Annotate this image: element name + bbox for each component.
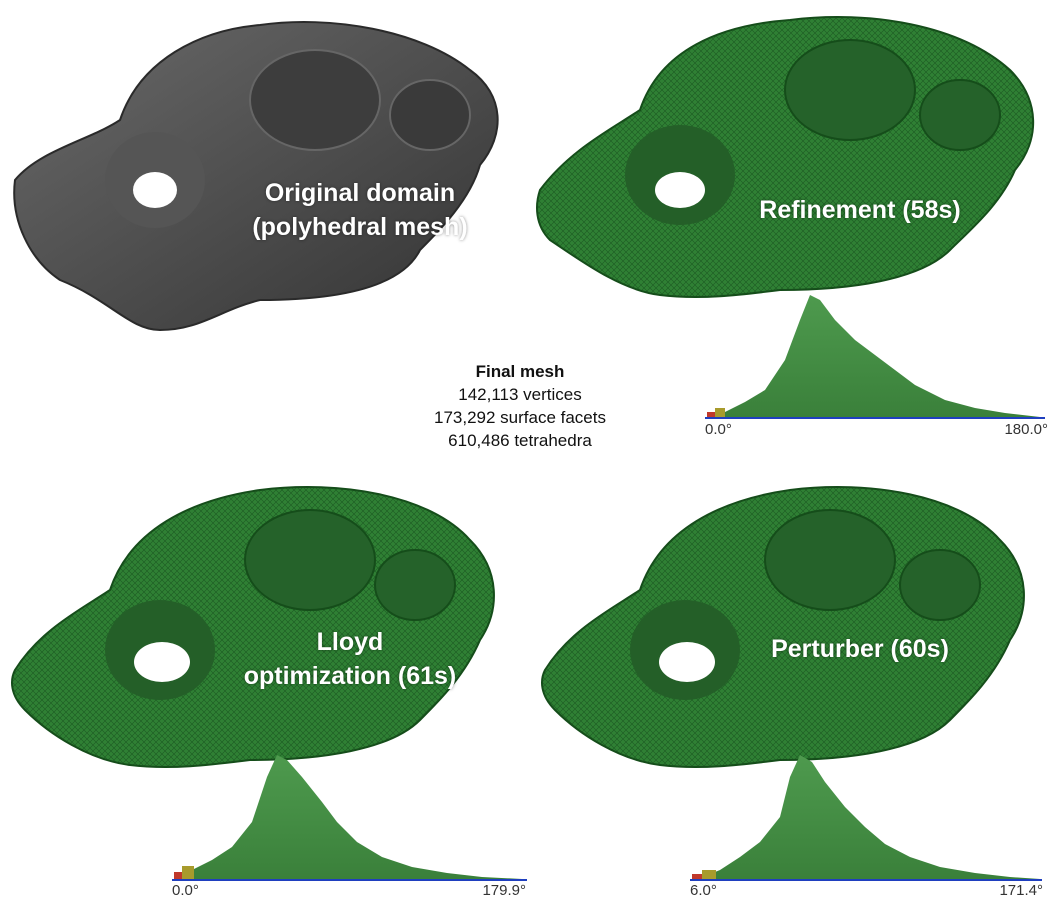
original-label-line-1: Original domain [264,179,456,207]
lloyd-hist-min: 0.0° [172,882,199,899]
perturber-label: Perturber (60s) [750,632,970,666]
original-label-line-2: (polyhedral mesh) [252,213,468,241]
refinement-histogram-low-bin [707,412,715,418]
refinement-hist-max: 180.0° [1004,421,1048,438]
lloyd-histogram-low-bin [174,872,182,880]
perturber-histogram-mid-bin [702,870,716,880]
perturber-histogram: 6.0° 171.4° [690,752,1045,902]
perturber-hist-min: 6.0° [690,882,717,899]
lloyd-histogram-mid-bin [182,866,194,880]
original-part-render [13,21,499,332]
lloyd-label-line-2: optimization (61s) [243,662,457,690]
refinement-histogram: 0.0° 180.0° [705,290,1050,440]
final-mesh-vertices: 142,113 vertices [458,385,582,404]
lloyd-label: Lloyd optimization (61s) [220,625,480,693]
perturber-histogram-area [692,755,1040,880]
refinement-panel: Refinement (58s) [530,0,1053,300]
refinement-part-render [536,16,1035,299]
perturber-part-render [541,486,1025,769]
lloyd-histogram-area [174,755,522,880]
final-mesh-title: Final mesh [475,362,565,381]
perturber-histogram-low-bin [692,874,702,880]
final-mesh-facets: 173,292 surface facets [433,408,606,427]
refinement-histogram-mid-bin [715,408,725,418]
final-mesh-stats: Final mesh 142,113 vertices 173,292 surf… [385,360,655,452]
perturber-hist-max: 171.4° [999,882,1043,899]
refinement-label-line-1: Refinement (58s) [759,196,961,224]
perturber-label-line-1: Perturber (60s) [771,635,949,663]
original-domain-panel: Original domain (polyhedral mesh) [0,0,520,340]
final-mesh-tetrahedra: 610,486 tetrahedra [448,431,592,450]
lloyd-panel: Lloyd optimization (61s) [0,460,520,770]
lloyd-histogram-plot [172,755,527,881]
refinement-histogram-area [707,295,1040,418]
lloyd-label-line-1: Lloyd [316,628,384,656]
refinement-label: Refinement (58s) [740,193,980,227]
lloyd-part-render [11,486,495,769]
perturber-histogram-plot [690,755,1042,881]
original-domain-label: Original domain (polyhedral mesh) [235,176,485,244]
perturber-panel: Perturber (60s) [530,460,1053,770]
lloyd-hist-max: 179.9° [482,882,526,899]
refinement-hist-min: 0.0° [705,421,732,438]
lloyd-histogram: 0.0° 179.9° [172,752,532,902]
refinement-histogram-plot [705,295,1045,419]
